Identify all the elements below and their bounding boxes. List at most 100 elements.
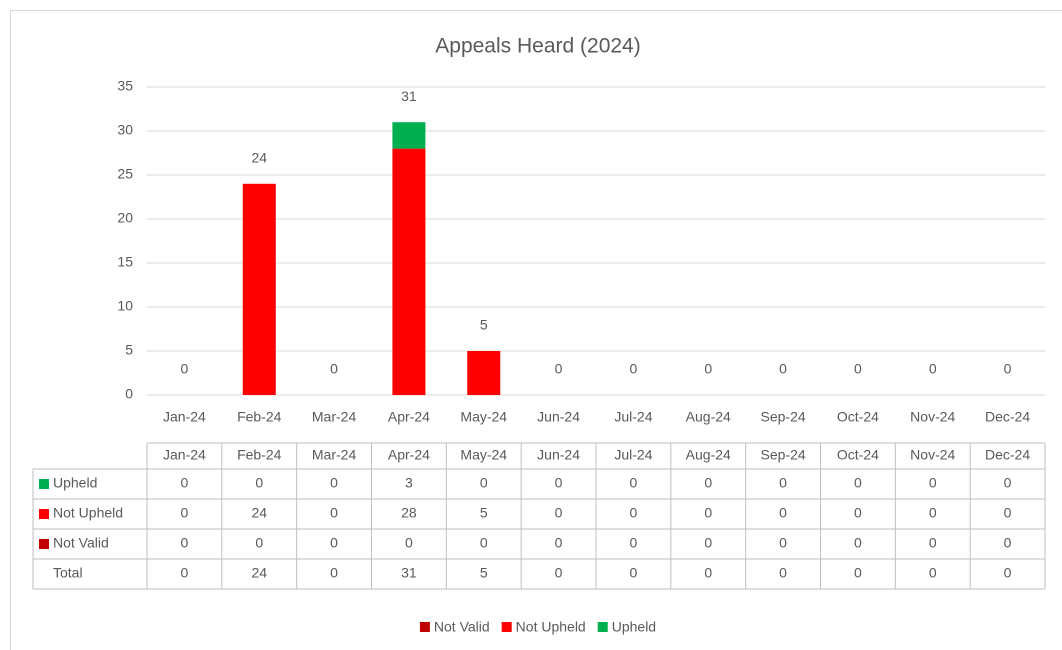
x-tick-label: May-24 <box>460 409 507 425</box>
table-cell: 0 <box>704 475 712 491</box>
table-cell: 0 <box>630 475 638 491</box>
table-cell: 0 <box>630 535 638 551</box>
table-row-label: Not Valid <box>53 535 109 551</box>
data-label: 0 <box>1004 361 1012 377</box>
table-cell: 0 <box>929 535 937 551</box>
bar <box>242 183 276 395</box>
bar <box>392 122 426 149</box>
table-header: Dec-24 <box>985 447 1030 463</box>
legend-key <box>501 622 512 632</box>
table-cell: 0 <box>555 475 563 491</box>
table-cell: 0 <box>779 565 787 581</box>
table-cell: 0 <box>330 565 338 581</box>
x-tick-label: Jun-24 <box>537 409 580 425</box>
table-cell: 0 <box>330 535 338 551</box>
table-cell: 0 <box>704 535 712 551</box>
table-cell: 0 <box>704 505 712 521</box>
x-tick-label: Dec-24 <box>985 409 1030 425</box>
y-tick-label: 0 <box>125 386 133 402</box>
table-cell: 31 <box>401 565 417 581</box>
chart-title: Appeals Heard (2024) <box>435 35 640 58</box>
y-tick-label: 25 <box>117 166 133 182</box>
table-cell: 0 <box>181 475 189 491</box>
table-cell: 0 <box>1004 565 1012 581</box>
table-cell: 5 <box>480 505 488 521</box>
table-header: Jun-24 <box>537 447 580 463</box>
table-cell: 0 <box>704 565 712 581</box>
table-cell: 0 <box>854 475 862 491</box>
table-header: Mar-24 <box>312 447 357 463</box>
table-header: Oct-24 <box>837 447 879 463</box>
table-cell: 0 <box>555 505 563 521</box>
table-cell: 0 <box>181 535 189 551</box>
table-legend-key <box>39 479 49 489</box>
legend-label: Upheld <box>612 619 656 635</box>
data-label: 0 <box>555 361 563 377</box>
table-cell: 0 <box>1004 475 1012 491</box>
table-cell: 0 <box>929 475 937 491</box>
table-cell: 0 <box>255 475 263 491</box>
data-label: 24 <box>251 150 267 166</box>
legend-key <box>597 622 608 632</box>
chart-frame <box>10 10 1062 650</box>
table-cell: 5 <box>480 565 488 581</box>
x-tick-label: Jan-24 <box>163 409 206 425</box>
data-label: 0 <box>704 361 712 377</box>
data-label: 5 <box>480 317 488 333</box>
x-tick-label: Feb-24 <box>237 409 282 425</box>
table-legend-key <box>39 539 49 549</box>
table-cell: 0 <box>555 535 563 551</box>
table-cell: 0 <box>555 565 563 581</box>
table-cell: 0 <box>779 475 787 491</box>
bar <box>467 351 501 395</box>
table-cell: 0 <box>1004 535 1012 551</box>
y-tick-label: 30 <box>117 122 133 138</box>
table-legend-key <box>39 509 49 519</box>
y-tick-label: 20 <box>117 210 133 226</box>
data-label: 0 <box>779 361 787 377</box>
table-header: Feb-24 <box>237 447 282 463</box>
table-cell: 24 <box>251 505 267 521</box>
table-cell: 0 <box>630 505 638 521</box>
table-cell: 0 <box>405 535 413 551</box>
table-cell: 0 <box>929 565 937 581</box>
table-cell: 0 <box>480 475 488 491</box>
data-label: 31 <box>401 88 417 104</box>
table-cell: 3 <box>405 475 413 491</box>
table-header: Jul-24 <box>614 447 652 463</box>
x-tick-label: Mar-24 <box>312 409 357 425</box>
y-tick-label: 5 <box>125 342 133 358</box>
table-header: Apr-24 <box>388 447 430 463</box>
table-row-label: Not Upheld <box>53 505 123 521</box>
x-tick-label: Apr-24 <box>388 409 430 425</box>
table-cell: 0 <box>854 565 862 581</box>
y-tick-label: 15 <box>117 254 133 270</box>
table-cell: 0 <box>330 505 338 521</box>
table-row-label: Upheld <box>53 475 97 491</box>
data-label: 0 <box>929 361 937 377</box>
data-label: 0 <box>630 361 638 377</box>
x-tick-label: Nov-24 <box>910 409 955 425</box>
table-cell: 0 <box>181 505 189 521</box>
x-tick-label: Oct-24 <box>837 409 879 425</box>
x-tick-label: Sep-24 <box>761 409 806 425</box>
data-label: 0 <box>330 361 338 377</box>
legend-label: Not Valid <box>434 619 490 635</box>
legend-label: Not Upheld <box>516 619 586 635</box>
x-tick-label: Aug-24 <box>686 409 731 425</box>
table-cell: 0 <box>854 505 862 521</box>
legend-key <box>419 622 430 632</box>
table-header: Aug-24 <box>686 447 731 463</box>
table-row-label: Total <box>53 565 83 581</box>
table-header: Sep-24 <box>761 447 806 463</box>
table-header: Jan-24 <box>163 447 206 463</box>
table-cell: 0 <box>929 505 937 521</box>
table-cell: 28 <box>401 505 417 521</box>
data-label: 0 <box>181 361 189 377</box>
table-header: May-24 <box>460 447 507 463</box>
y-tick-label: 35 <box>117 78 133 94</box>
table-cell: 0 <box>330 475 338 491</box>
table-cell: 0 <box>181 565 189 581</box>
table-cell: 0 <box>255 535 263 551</box>
